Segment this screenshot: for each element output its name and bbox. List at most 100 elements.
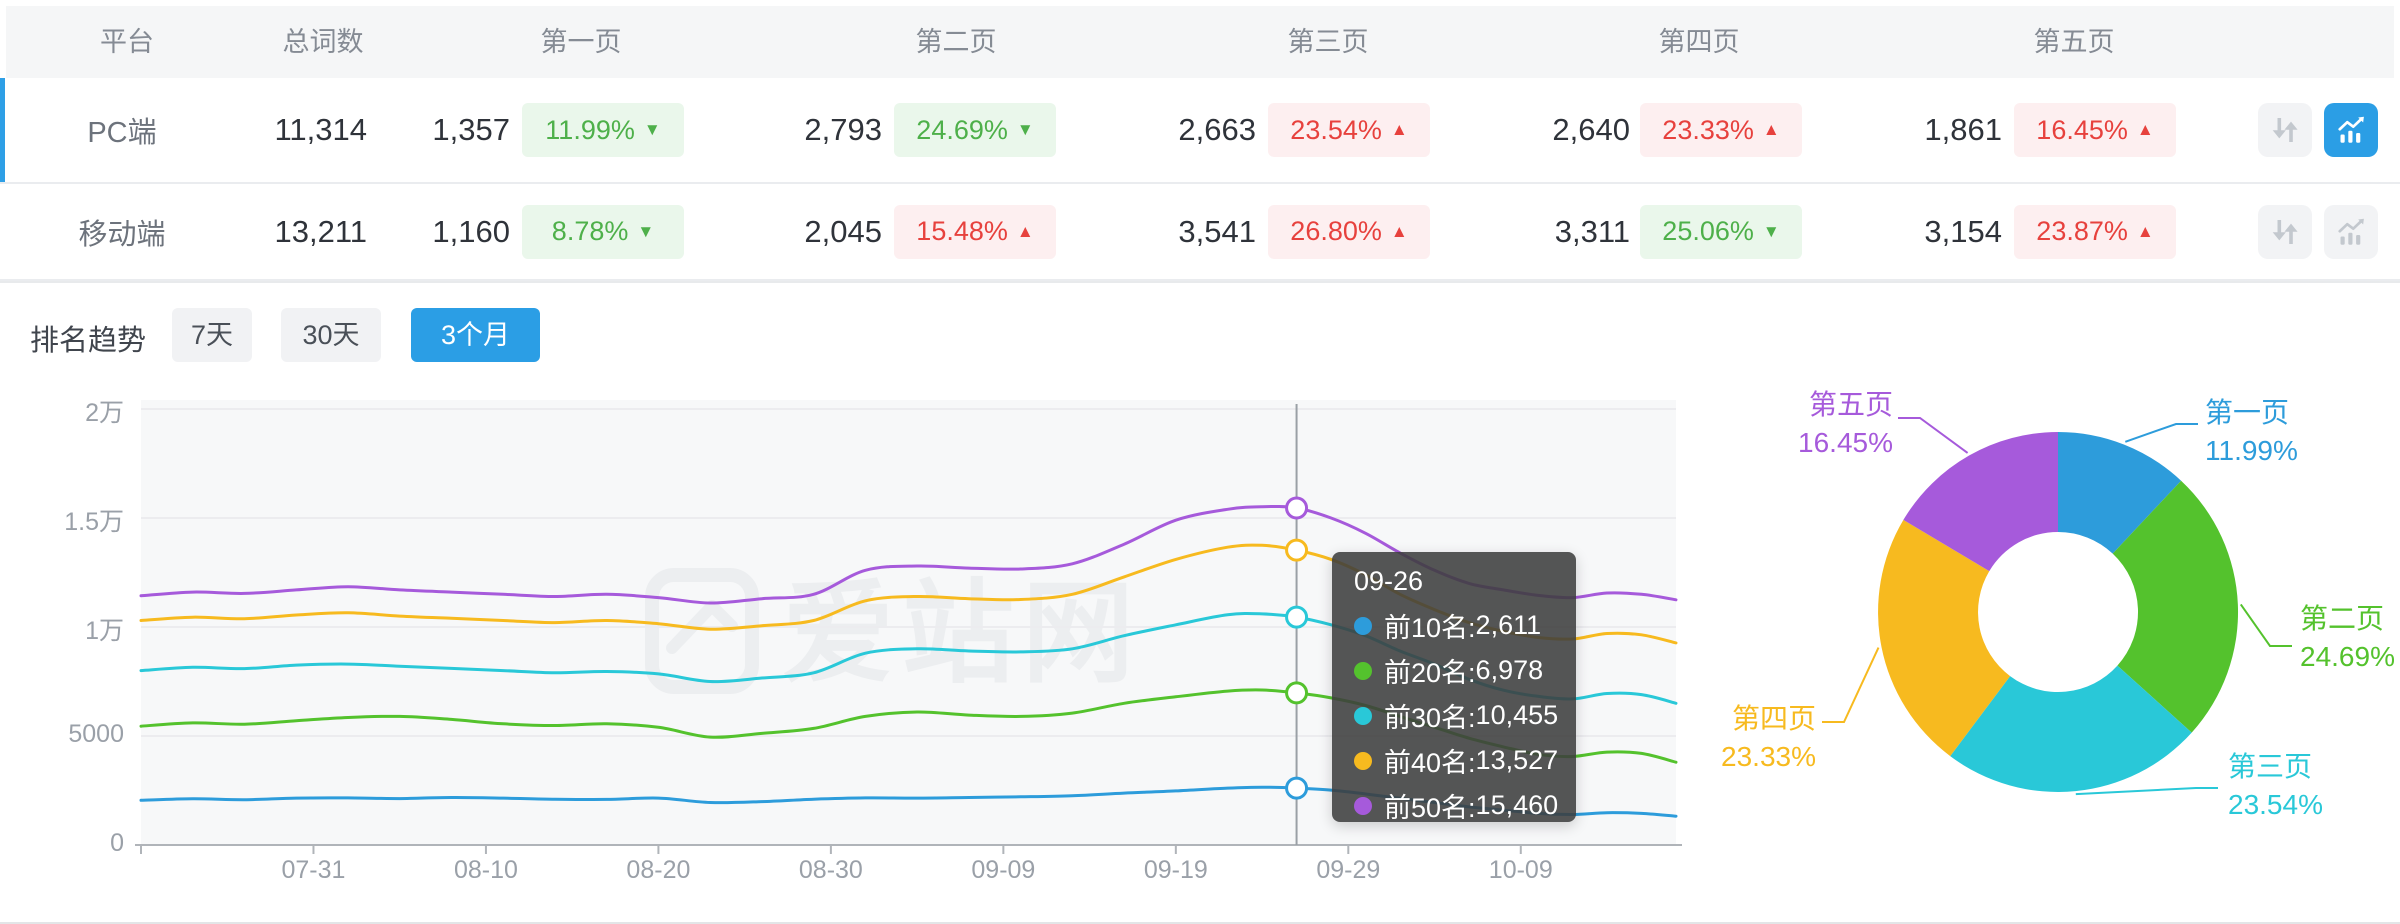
- sort-button[interactable]: [2258, 103, 2312, 157]
- donut-label-page3: 第三页 23.54%: [2228, 751, 2323, 820]
- platform-label: PC端: [87, 117, 157, 149]
- trend-arrow-icon: ▲: [1390, 221, 1408, 241]
- platform-label: 移动端: [78, 218, 166, 251]
- y-tick-label: 1万: [85, 617, 124, 645]
- trend-chart-icon: [2338, 218, 2364, 245]
- trend-arrow-icon: ▲: [1016, 221, 1034, 241]
- tab-3-months[interactable]: 3个月: [411, 308, 540, 362]
- donut-label-page1: 第一页 11.99%: [2205, 397, 2298, 466]
- col-header-page1: 第一页: [540, 27, 622, 57]
- trend-chart-icon: [2338, 116, 2364, 143]
- trend-arrow-icon: ▲: [1762, 120, 1780, 139]
- donut-label-page2: 第二页 24.69%: [2300, 603, 2395, 672]
- svg-text:爱站网: 爱站网: [782, 571, 1142, 696]
- page5-count: 1,861: [1924, 112, 2002, 147]
- y-tick-label: 1.5万: [64, 508, 124, 536]
- series-dot-icon: [1354, 751, 1372, 770]
- tooltip-row: 前50名: 15,460: [1354, 783, 1576, 828]
- donut-label-leader: [2075, 787, 2218, 796]
- page2-count: 2,045: [804, 213, 882, 249]
- trend-chart-button[interactable]: [2324, 204, 2378, 259]
- page3-pct-badge: 26.80% ▲: [1268, 204, 1430, 259]
- page-bottom-border: [0, 922, 2400, 924]
- donut-label-page5: 第五页 16.45%: [1798, 389, 1893, 458]
- page3-count: 3,541: [1178, 213, 1256, 249]
- total-words-value: 13,211: [274, 213, 367, 249]
- trend-arrow-icon: ▼: [1016, 120, 1034, 139]
- series-dot-icon: [1354, 616, 1372, 635]
- x-tick-label: 08-30: [798, 856, 863, 884]
- page5-pct-badge: 16.45% ▲: [2014, 103, 2176, 157]
- col-header-page3: 第三页: [1287, 27, 1369, 57]
- trend-arrow-icon: ▲: [2136, 221, 2154, 241]
- page4-count: 2,640: [1552, 112, 1630, 147]
- donut-label-leader: [2124, 423, 2198, 443]
- page1-count: 1,357: [432, 112, 510, 147]
- chart-tooltip: 09-26 前10名: 2,611 前20名: 6,978 前30名: 10,4…: [1332, 552, 1576, 823]
- sort-arrows-icon: [2272, 118, 2298, 142]
- col-header-page2: 第二页: [915, 27, 997, 57]
- sort-arrows-icon: [2272, 219, 2298, 244]
- donut-slice[interactable]: [2058, 432, 2182, 554]
- donut-slice[interactable]: [1903, 432, 2058, 572]
- donut-label-page4: 第四页 23.33%: [1721, 703, 1816, 772]
- series-dot-icon: [1354, 706, 1372, 725]
- donut-slice[interactable]: [1878, 519, 2011, 757]
- tooltip-row: 前20名: 6,978: [1354, 648, 1576, 693]
- x-tick-label: 09-09: [971, 856, 1036, 884]
- table-header: 平台 总词数 第一页 第二页 第三页 第四页 第五页: [6, 6, 2394, 78]
- donut-label-leader: [2239, 603, 2292, 647]
- page1-pct-badge: 11.99% ▼: [522, 103, 684, 157]
- trend-arrow-icon: ▲: [2136, 120, 2154, 139]
- x-tick-label: 08-10: [453, 856, 518, 884]
- tab-7-days[interactable]: 7天: [172, 308, 252, 362]
- y-tick-label: 0: [110, 829, 124, 857]
- trend-section-title: 排名趋势: [30, 325, 147, 357]
- trend-chart-button[interactable]: [2324, 103, 2378, 157]
- page3-count: 2,663: [1178, 112, 1256, 147]
- tab-30-days[interactable]: 30天: [281, 308, 381, 362]
- trend-arrow-icon: ▼: [643, 120, 661, 139]
- donut-slice[interactable]: [2112, 480, 2239, 733]
- col-header-platform: 平台: [100, 27, 154, 57]
- trend-arrow-icon: ▼: [637, 221, 655, 241]
- x-tick-label: 08-20: [626, 856, 691, 884]
- page2-pct-badge: 15.48% ▲: [894, 204, 1056, 259]
- donut-label-leader: [1898, 417, 1969, 454]
- page4-count: 3,311: [1554, 213, 1630, 249]
- x-tick-label: 09-19: [1143, 856, 1208, 884]
- page3-pct-badge: 23.54% ▲: [1268, 103, 1430, 157]
- series-dot-icon: [1354, 796, 1372, 815]
- col-header-page4: 第四页: [1658, 27, 1740, 57]
- y-tick-label: 5000: [68, 720, 124, 748]
- page4-pct-badge: 25.06% ▼: [1640, 204, 1802, 259]
- series-dot-icon: [1354, 661, 1372, 680]
- page1-pct-badge: 8.78% ▼: [522, 204, 684, 259]
- trend-arrow-icon: ▲: [1390, 120, 1408, 139]
- tooltip-row: 前30名: 10,455: [1354, 693, 1576, 738]
- tooltip-row: 前10名: 2,611: [1354, 603, 1576, 648]
- table-row-mobile[interactable]: 移动端 13,211 1,160 8.78% ▼ 2,045 15.48% ▲ 3,…: [0, 184, 2400, 281]
- section-divider: [0, 281, 2400, 283]
- x-tick-label: 10-09: [1488, 856, 1553, 884]
- tooltip-date: 09-26: [1354, 566, 1424, 596]
- x-tick-label: 09-29: [1316, 856, 1381, 884]
- donut-slice[interactable]: [1950, 665, 2192, 793]
- page2-count: 2,793: [804, 112, 882, 147]
- donut-label-leader: [1822, 647, 1880, 723]
- tooltip-row: 前40名: 13,527: [1354, 738, 1576, 783]
- page1-count: 1,160: [432, 213, 510, 249]
- page4-pct-badge: 23.33% ▲: [1640, 103, 1802, 157]
- page5-count: 3,154: [1924, 213, 2002, 249]
- x-tick-label: 07-31: [281, 856, 346, 884]
- page5-pct-badge: 23.87% ▲: [2014, 204, 2176, 259]
- y-tick-label: 2万: [85, 399, 124, 427]
- trend-arrow-icon: ▼: [1762, 221, 1780, 241]
- col-header-total-words: 总词数: [282, 27, 364, 57]
- col-header-page5: 第五页: [2033, 27, 2115, 57]
- sort-button[interactable]: [2258, 204, 2312, 259]
- total-words-value: 11,314: [274, 112, 367, 147]
- page2-pct-badge: 24.69% ▼: [894, 103, 1056, 157]
- table-row-pc[interactable]: PC端 11,314 1,357 11.99% ▼ 2,793 24.69% ▼ 2…: [0, 78, 2400, 184]
